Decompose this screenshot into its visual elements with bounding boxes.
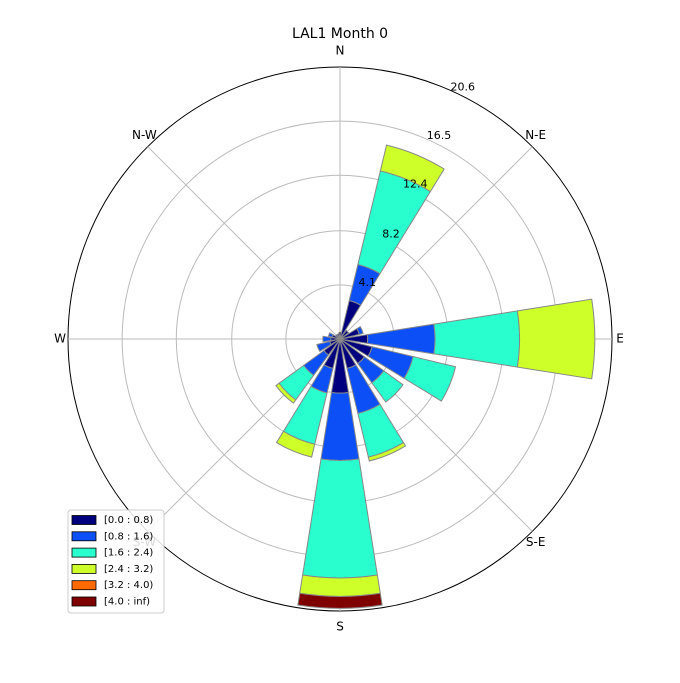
direction-label: W [54, 332, 66, 346]
r-tick-label: 12.4 [403, 178, 428, 191]
r-tick-label: 8.2 [382, 227, 400, 240]
legend-swatch [72, 564, 96, 573]
wedge [323, 336, 331, 341]
legend-swatch [72, 516, 96, 525]
direction-label: N [336, 44, 345, 58]
legend-swatch [72, 597, 96, 606]
legend-label: [4.0 : inf) [104, 597, 150, 608]
direction-label: E [616, 332, 624, 346]
wedge [517, 299, 594, 379]
legend-label: [1.6 : 2.4) [104, 548, 153, 559]
legend-label: [0.8 : 1.6) [104, 531, 153, 542]
legend-label: [2.4 : 3.2) [104, 564, 153, 575]
legend-swatch [72, 548, 96, 557]
direction-label: N-W [132, 128, 157, 142]
r-tick-label: 20.6 [450, 80, 475, 93]
legend-label: [0.0 : 0.8) [104, 515, 153, 526]
legend-swatch [72, 532, 96, 541]
r-tick-label: 4.1 [358, 276, 376, 289]
legend-label: [3.2 : 4.0) [104, 580, 153, 591]
wedge [300, 575, 381, 596]
legend: [0.0 : 0.8) [0.8 : 1.6) [1.6 : 2.4) [2.4 : … [68, 510, 164, 613]
direction-label: N-E [525, 128, 546, 142]
legend-swatch [72, 581, 96, 590]
direction-label: S-E [526, 535, 546, 549]
r-tick-label: 16.5 [427, 129, 452, 142]
chart-title: LAL1 Month 0 [292, 26, 388, 42]
direction-label: S [336, 620, 344, 634]
